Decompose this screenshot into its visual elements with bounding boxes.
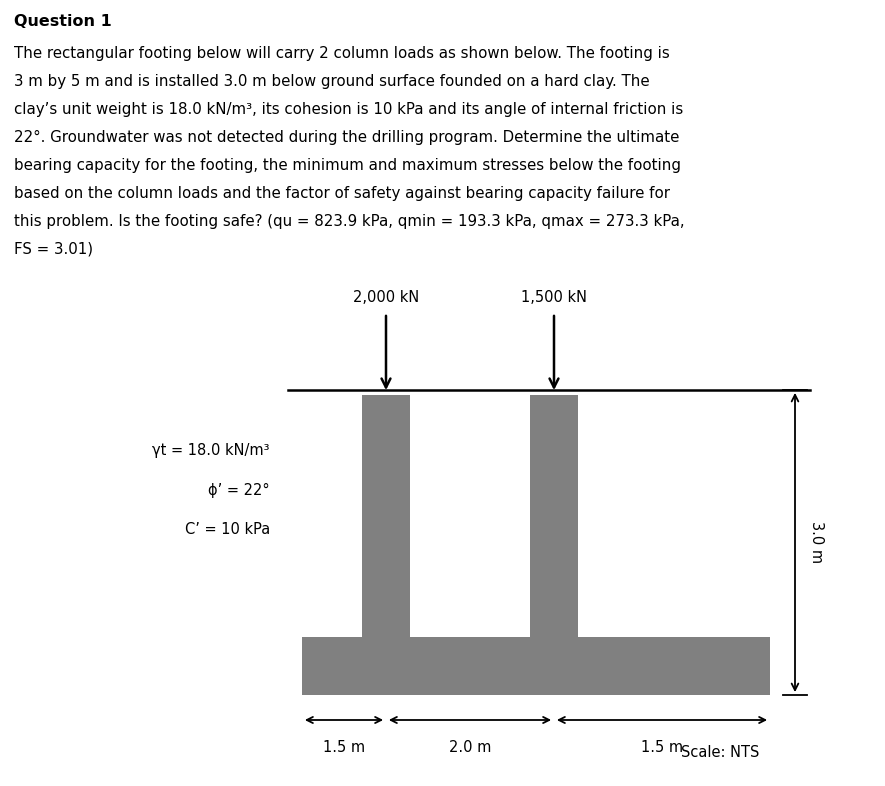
Text: 3 m by 5 m and is installed 3.0 m below ground surface founded on a hard clay. T: 3 m by 5 m and is installed 3.0 m below … [14, 74, 650, 89]
Text: 2.0 m: 2.0 m [449, 740, 491, 755]
Text: clay’s unit weight is 18.0 kN/m³, its cohesion is 10 kPa and its angle of intern: clay’s unit weight is 18.0 kN/m³, its co… [14, 102, 683, 117]
Text: 2,000 kN: 2,000 kN [353, 290, 419, 305]
Bar [362, 395, 410, 637]
Text: this problem. Is the footing safe? (qu = 823.9 kPa, qmin = 193.3 kPa, qmax = 273: this problem. Is the footing safe? (qu =… [14, 214, 685, 229]
Bar [302, 637, 770, 695]
Text: based on the column loads and the factor of safety against bearing capacity fail: based on the column loads and the factor… [14, 186, 670, 201]
Text: 22°. Groundwater was not detected during the drilling program. Determine the ult: 22°. Groundwater was not detected during… [14, 130, 680, 145]
Text: Scale: NTS: Scale: NTS [681, 745, 759, 760]
Text: 3.0 m: 3.0 m [810, 521, 825, 564]
Text: 1.5 m: 1.5 m [323, 740, 366, 755]
Text: 1.5 m: 1.5 m [641, 740, 683, 755]
Text: The rectangular footing below will carry 2 column loads as shown below. The foot: The rectangular footing below will carry… [14, 46, 670, 61]
Bar [530, 395, 578, 637]
Text: γt = 18.0 kN/m³: γt = 18.0 kN/m³ [152, 443, 270, 457]
Text: Question 1: Question 1 [14, 14, 112, 29]
Text: FS = 3.01): FS = 3.01) [14, 242, 93, 257]
Text: bearing capacity for the footing, the minimum and maximum stresses below the foo: bearing capacity for the footing, the mi… [14, 158, 681, 173]
Text: ϕ’ = 22°: ϕ’ = 22° [208, 483, 270, 498]
Text: C’ = 10 kPa: C’ = 10 kPa [185, 523, 270, 538]
Text: 1,500 kN: 1,500 kN [521, 290, 587, 305]
